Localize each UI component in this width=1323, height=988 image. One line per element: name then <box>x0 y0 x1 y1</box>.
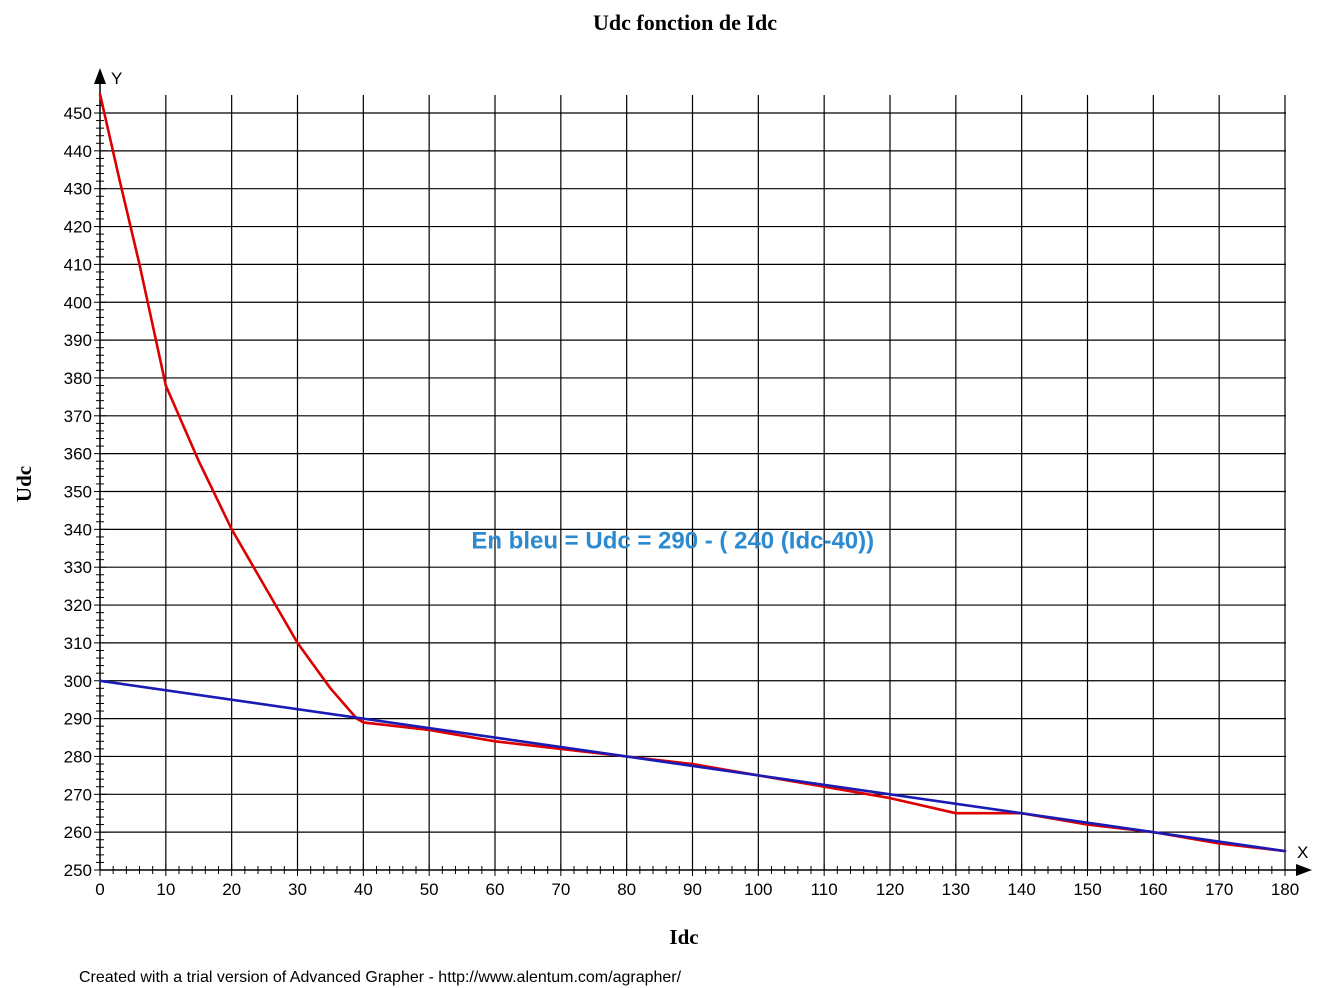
y-tick-label: 340 <box>64 520 92 539</box>
x-axis-label: Idc <box>669 925 698 949</box>
y-tick-label: 350 <box>64 483 92 502</box>
series-line-2 <box>98 679 1287 853</box>
x-tick-label: 60 <box>486 880 505 899</box>
y-tick-label: 400 <box>64 293 92 312</box>
x-tick-label: 80 <box>617 880 636 899</box>
y-tick-label: 390 <box>64 331 92 350</box>
y-tick-label: 450 <box>64 104 92 123</box>
y-tick-label: 380 <box>64 369 92 388</box>
y-tick-label: 440 <box>64 142 92 161</box>
y-axis-name: Y <box>111 69 122 88</box>
y-tick-label: 280 <box>64 747 92 766</box>
y-tick-label: 410 <box>64 255 92 274</box>
y-tick-label: 360 <box>64 445 92 464</box>
x-tick-label: 160 <box>1139 880 1167 899</box>
x-axis-arrow <box>1296 864 1312 876</box>
x-tick-label: 140 <box>1007 880 1035 899</box>
minor-ticks <box>94 104 1286 876</box>
x-tick-label: 120 <box>876 880 904 899</box>
x-tick-label: 10 <box>156 880 175 899</box>
y-tick-label: 330 <box>64 558 92 577</box>
y-tick-label: 260 <box>64 823 92 842</box>
x-axis-name: X <box>1297 843 1308 862</box>
x-tick-label: 20 <box>222 880 241 899</box>
footer-credit: Created with a trial version of Advanced… <box>79 969 682 986</box>
y-tick-labels: 250 260 270 280 290 300 310 320 330 340 350 360 370 3… <box>64 104 92 880</box>
chart-title: Udc fonction de Idc <box>593 10 777 35</box>
x-tick-labels: 0 10 20 30 40 50 60 70 80 90 100 110 120 130 140 150 160… <box>95 880 1299 899</box>
y-tick-label: 310 <box>64 634 92 653</box>
x-tick-label: 0 <box>95 880 104 899</box>
y-tick-label: 420 <box>64 218 92 237</box>
y-tick-label: 430 <box>64 180 92 199</box>
x-tick-label: 130 <box>942 880 970 899</box>
x-tick-label: 50 <box>420 880 439 899</box>
x-tick-label: 40 <box>354 880 373 899</box>
y-tick-label: 290 <box>64 710 92 729</box>
y-tick-label: 250 <box>64 861 92 880</box>
y-tick-label: 370 <box>64 407 92 426</box>
series-layer <box>98 92 1287 853</box>
y-axis-arrow <box>94 68 106 84</box>
annotation-equation: En bleu = Udc = 290 - ( 240 (Idc-40)) <box>471 528 874 555</box>
x-tick-label: 180 <box>1271 880 1299 899</box>
x-tick-label: 100 <box>744 880 772 899</box>
x-tick-label: 170 <box>1205 880 1233 899</box>
y-tick-label: 300 <box>64 672 92 691</box>
axes <box>94 68 1312 876</box>
x-tick-label: 110 <box>811 880 838 899</box>
x-tick-label: 30 <box>288 880 307 899</box>
y-axis-label: Udc <box>12 466 36 502</box>
x-tick-label: 150 <box>1073 880 1101 899</box>
y-tick-label: 320 <box>64 596 92 615</box>
grid <box>100 95 1286 870</box>
x-tick-label: 70 <box>551 880 570 899</box>
x-tick-label: 90 <box>683 880 702 899</box>
y-tick-label: 270 <box>64 785 92 804</box>
